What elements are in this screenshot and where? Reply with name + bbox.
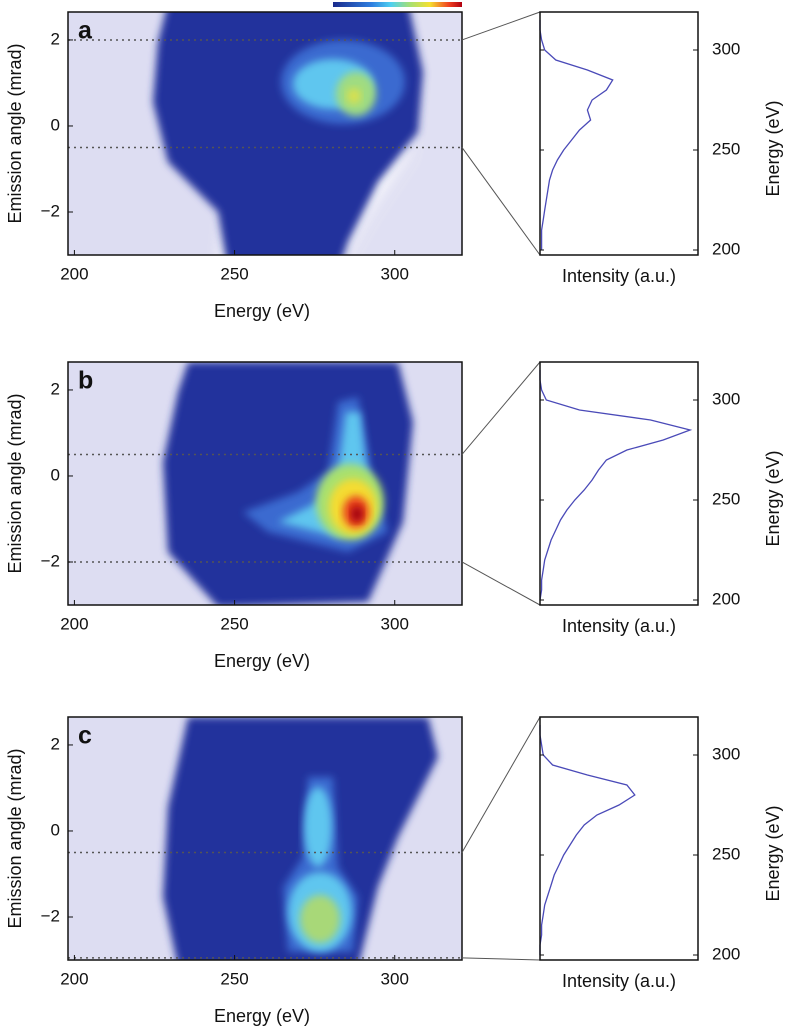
- y-axis-label: Energy (eV): [763, 100, 783, 196]
- intensity-region: [163, 717, 438, 960]
- plot-frame: [67, 716, 463, 961]
- y-tick-label: 2: [51, 379, 60, 398]
- heatmap: [68, 717, 462, 960]
- y-tick-label: 300: [712, 389, 740, 408]
- connector: [461, 11, 541, 41]
- x-axis-label: Intensity (a.u.): [562, 266, 676, 286]
- y-tick-label: 200: [712, 239, 740, 258]
- y-tick-label: 2: [51, 734, 60, 753]
- intensity-region: [304, 787, 332, 867]
- spectrum-line: [539, 725, 636, 955]
- y-tick-label: 0: [51, 465, 60, 484]
- x-axis-label: Energy (eV): [214, 1006, 310, 1026]
- heatmap: [68, 12, 462, 255]
- panel-label: a: [78, 17, 93, 45]
- plot-frame: [67, 11, 463, 256]
- heatmap-image: [68, 717, 462, 960]
- heatmap-image: [68, 12, 462, 255]
- plot-frame: [539, 361, 699, 606]
- panel-label: c: [78, 722, 92, 750]
- plot-frame: [539, 11, 699, 256]
- colorbar: [333, 2, 462, 7]
- connector: [461, 361, 541, 455]
- x-tick-label: 250: [220, 969, 248, 988]
- y-axis-label: Emission angle (mrad): [5, 43, 25, 223]
- x-axis-label: Energy (eV): [214, 301, 310, 321]
- x-tick-label: 250: [220, 614, 248, 633]
- x-tick-label: 300: [381, 614, 409, 633]
- intensity-region: [300, 895, 340, 943]
- x-axis-label: Energy (eV): [214, 651, 310, 671]
- y-tick-label: 300: [712, 39, 740, 58]
- y-axis-label: Energy (eV): [763, 805, 783, 901]
- x-tick-label: 250: [220, 264, 248, 283]
- plot-frame: [67, 361, 463, 606]
- y-axis-label: Emission angle (mrad): [5, 393, 25, 573]
- y-tick-label: −2: [41, 201, 60, 220]
- plot-frame: [539, 716, 699, 961]
- connector: [461, 957, 541, 961]
- intensity-region: [343, 12, 462, 255]
- spectrum-line: [539, 370, 693, 601]
- heatmap: [68, 362, 462, 605]
- y-tick-label: 250: [712, 139, 740, 158]
- x-tick-label: 200: [60, 264, 88, 283]
- x-tick-label: 200: [60, 969, 88, 988]
- connector: [461, 147, 541, 256]
- y-tick-label: 0: [51, 115, 60, 134]
- y-tick-label: 300: [712, 744, 740, 763]
- connector: [461, 561, 541, 606]
- y-tick-label: −2: [41, 906, 60, 925]
- x-axis-label: Intensity (a.u.): [562, 616, 676, 636]
- x-tick-label: 300: [381, 969, 409, 988]
- x-axis-label: Intensity (a.u.): [562, 971, 676, 991]
- intensity-region: [351, 506, 363, 522]
- y-tick-label: −2: [41, 551, 60, 570]
- panel-label: b: [78, 367, 93, 395]
- y-tick-label: 250: [712, 844, 740, 863]
- x-tick-label: 300: [381, 264, 409, 283]
- y-tick-label: 250: [712, 489, 740, 508]
- spectrum-line: [539, 20, 614, 250]
- y-tick-label: 200: [712, 589, 740, 608]
- connector: [461, 716, 541, 853]
- heatmap-image: [68, 362, 462, 605]
- x-tick-label: 200: [60, 614, 88, 633]
- intensity-region: [347, 88, 361, 104]
- y-tick-label: 200: [712, 944, 740, 963]
- y-axis-label: Emission angle (mrad): [5, 748, 25, 928]
- y-tick-label: 2: [51, 29, 60, 48]
- y-axis-label: Energy (eV): [763, 450, 783, 546]
- y-tick-label: 0: [51, 820, 60, 839]
